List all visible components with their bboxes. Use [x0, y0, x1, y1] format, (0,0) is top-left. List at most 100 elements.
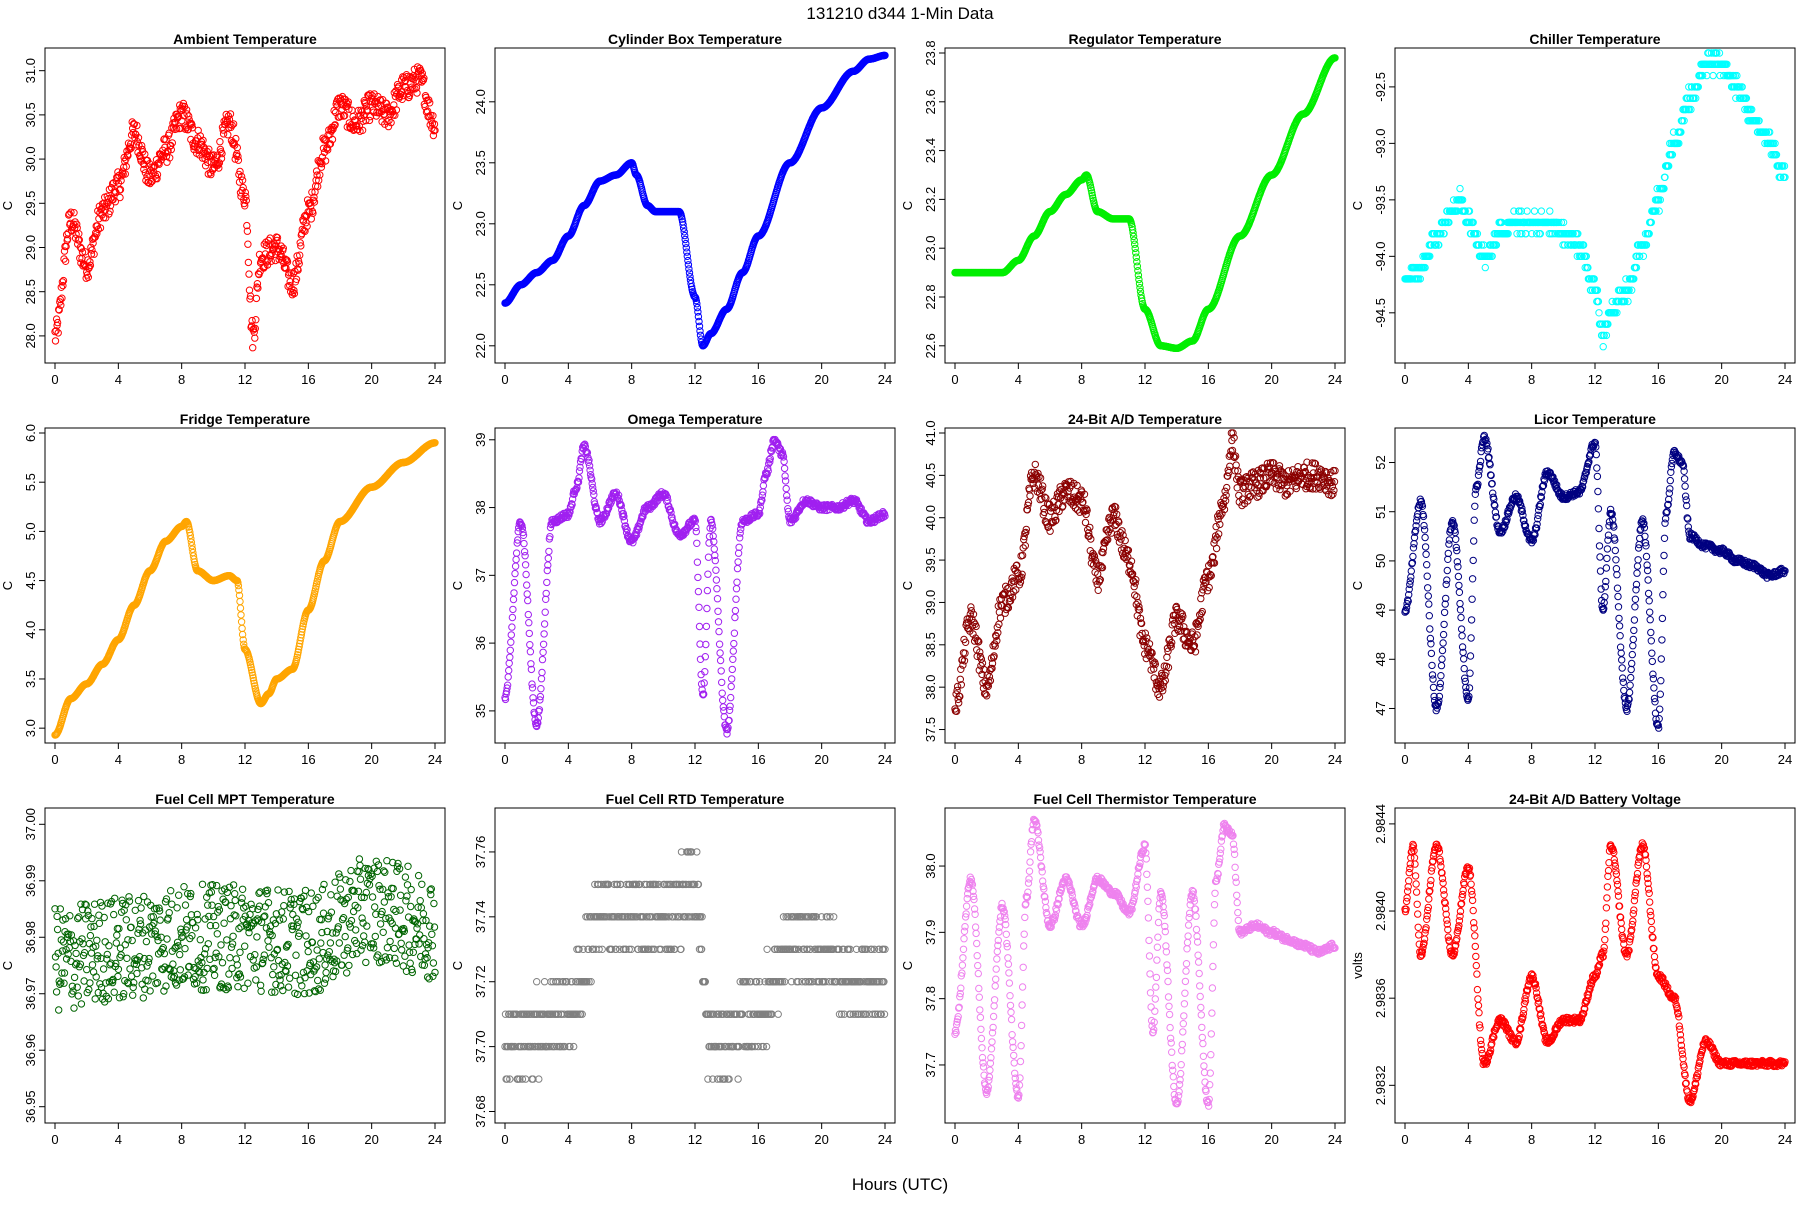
data-point [542, 609, 548, 615]
data-point [524, 582, 530, 588]
data-point [52, 338, 58, 344]
data-point [507, 647, 513, 653]
data-point [1095, 587, 1101, 593]
data-point [731, 640, 737, 646]
y-tick-label: 23.6 [923, 89, 938, 114]
data-point [713, 577, 719, 583]
data-point [715, 619, 721, 625]
data-point [506, 660, 512, 666]
x-tick-label: 20 [364, 752, 378, 767]
x-tick-label: 16 [751, 752, 765, 767]
x-tick-label: 16 [751, 372, 765, 387]
y-tick-label: -94.0 [1373, 242, 1388, 272]
data-point [511, 579, 517, 585]
x-tick-label: 8 [1078, 372, 1085, 387]
y-tick-label: 23.0 [923, 236, 938, 261]
y-tick-label: 23.5 [473, 150, 488, 175]
panel-title: Omega Temperature [627, 411, 762, 427]
y-tick-label: 24.0 [473, 89, 488, 114]
data-point [526, 620, 532, 626]
x-tick-label: 8 [1078, 752, 1085, 767]
x-tick-label: 8 [628, 752, 635, 767]
data-point [512, 570, 518, 576]
y-tick-label: 29.5 [23, 191, 38, 216]
x-tick-label: 12 [688, 752, 702, 767]
x-tick-label: 24 [1778, 372, 1792, 387]
data-point [781, 465, 787, 471]
data-point [720, 697, 726, 703]
y-tick-label: 39 [473, 433, 488, 447]
data-point [545, 555, 551, 561]
data-point [1710, 72, 1716, 78]
y-tick-label: 30.5 [23, 102, 38, 127]
y-tick-label: 37 [473, 568, 488, 582]
data-point [715, 608, 721, 614]
data-point [544, 579, 550, 585]
y-tick-label: -94.5 [1373, 298, 1388, 328]
panel-title: Cylinder Box Temperature [608, 31, 782, 47]
data-point [694, 540, 700, 546]
series-points [952, 55, 1338, 352]
y-tick-label: 39.0 [923, 590, 938, 615]
x-tick-label: 4 [565, 372, 572, 387]
data-point [1132, 592, 1138, 598]
data-point [704, 605, 710, 611]
data-point [731, 630, 737, 636]
x-tick-label: 24 [878, 752, 892, 767]
data-point [728, 694, 734, 700]
x-tick-label: 12 [1588, 372, 1602, 387]
y-tick-label: 35 [473, 704, 488, 718]
x-tick-label: 16 [1201, 752, 1215, 767]
y-tick-label: 30.0 [23, 146, 38, 171]
y-tick-label: 4.0 [23, 621, 38, 639]
data-point [246, 271, 252, 277]
x-tick-label: 8 [1528, 372, 1535, 387]
data-point [719, 679, 725, 685]
y-tick-label: 38.5 [923, 632, 938, 657]
y-tick-label: 3.0 [23, 719, 38, 737]
data-point [1119, 528, 1125, 534]
data-point [238, 612, 244, 618]
data-point [716, 628, 722, 634]
data-point [954, 683, 960, 689]
y-tick-label: 40.0 [923, 505, 938, 530]
y-tick-label: 39.5 [923, 547, 938, 572]
data-point [509, 624, 515, 630]
series-points [1402, 50, 1788, 350]
x-tick-label: 24 [428, 372, 442, 387]
data-point [508, 639, 514, 645]
data-point [693, 528, 699, 534]
data-point [704, 587, 710, 593]
data-point [239, 625, 245, 631]
x-tick-label: 24 [1328, 752, 1342, 767]
data-point [783, 485, 789, 491]
data-point [510, 596, 516, 602]
plot-frame [495, 428, 895, 743]
y-tick-label: 22.8 [923, 284, 938, 309]
data-point [117, 194, 123, 200]
x-tick-label: 24 [428, 752, 442, 767]
data-point [506, 667, 512, 673]
y-tick-label: 22.5 [473, 272, 488, 297]
y-axis-label: C [450, 201, 465, 210]
data-point [538, 676, 544, 682]
data-point [733, 586, 739, 592]
y-tick-label: 23.0 [473, 211, 488, 236]
data-point [1165, 664, 1171, 670]
data-point [696, 623, 702, 629]
data-point [331, 107, 337, 113]
y-tick-label: 28.5 [23, 279, 38, 304]
data-point [1547, 208, 1553, 214]
data-point [237, 598, 243, 604]
x-tick-label: 0 [51, 752, 58, 767]
y-tick-label: 36 [473, 636, 488, 650]
data-point [729, 676, 735, 682]
data-point [1531, 208, 1537, 214]
panel-title: Fridge Temperature [180, 411, 311, 427]
data-point [541, 621, 547, 627]
